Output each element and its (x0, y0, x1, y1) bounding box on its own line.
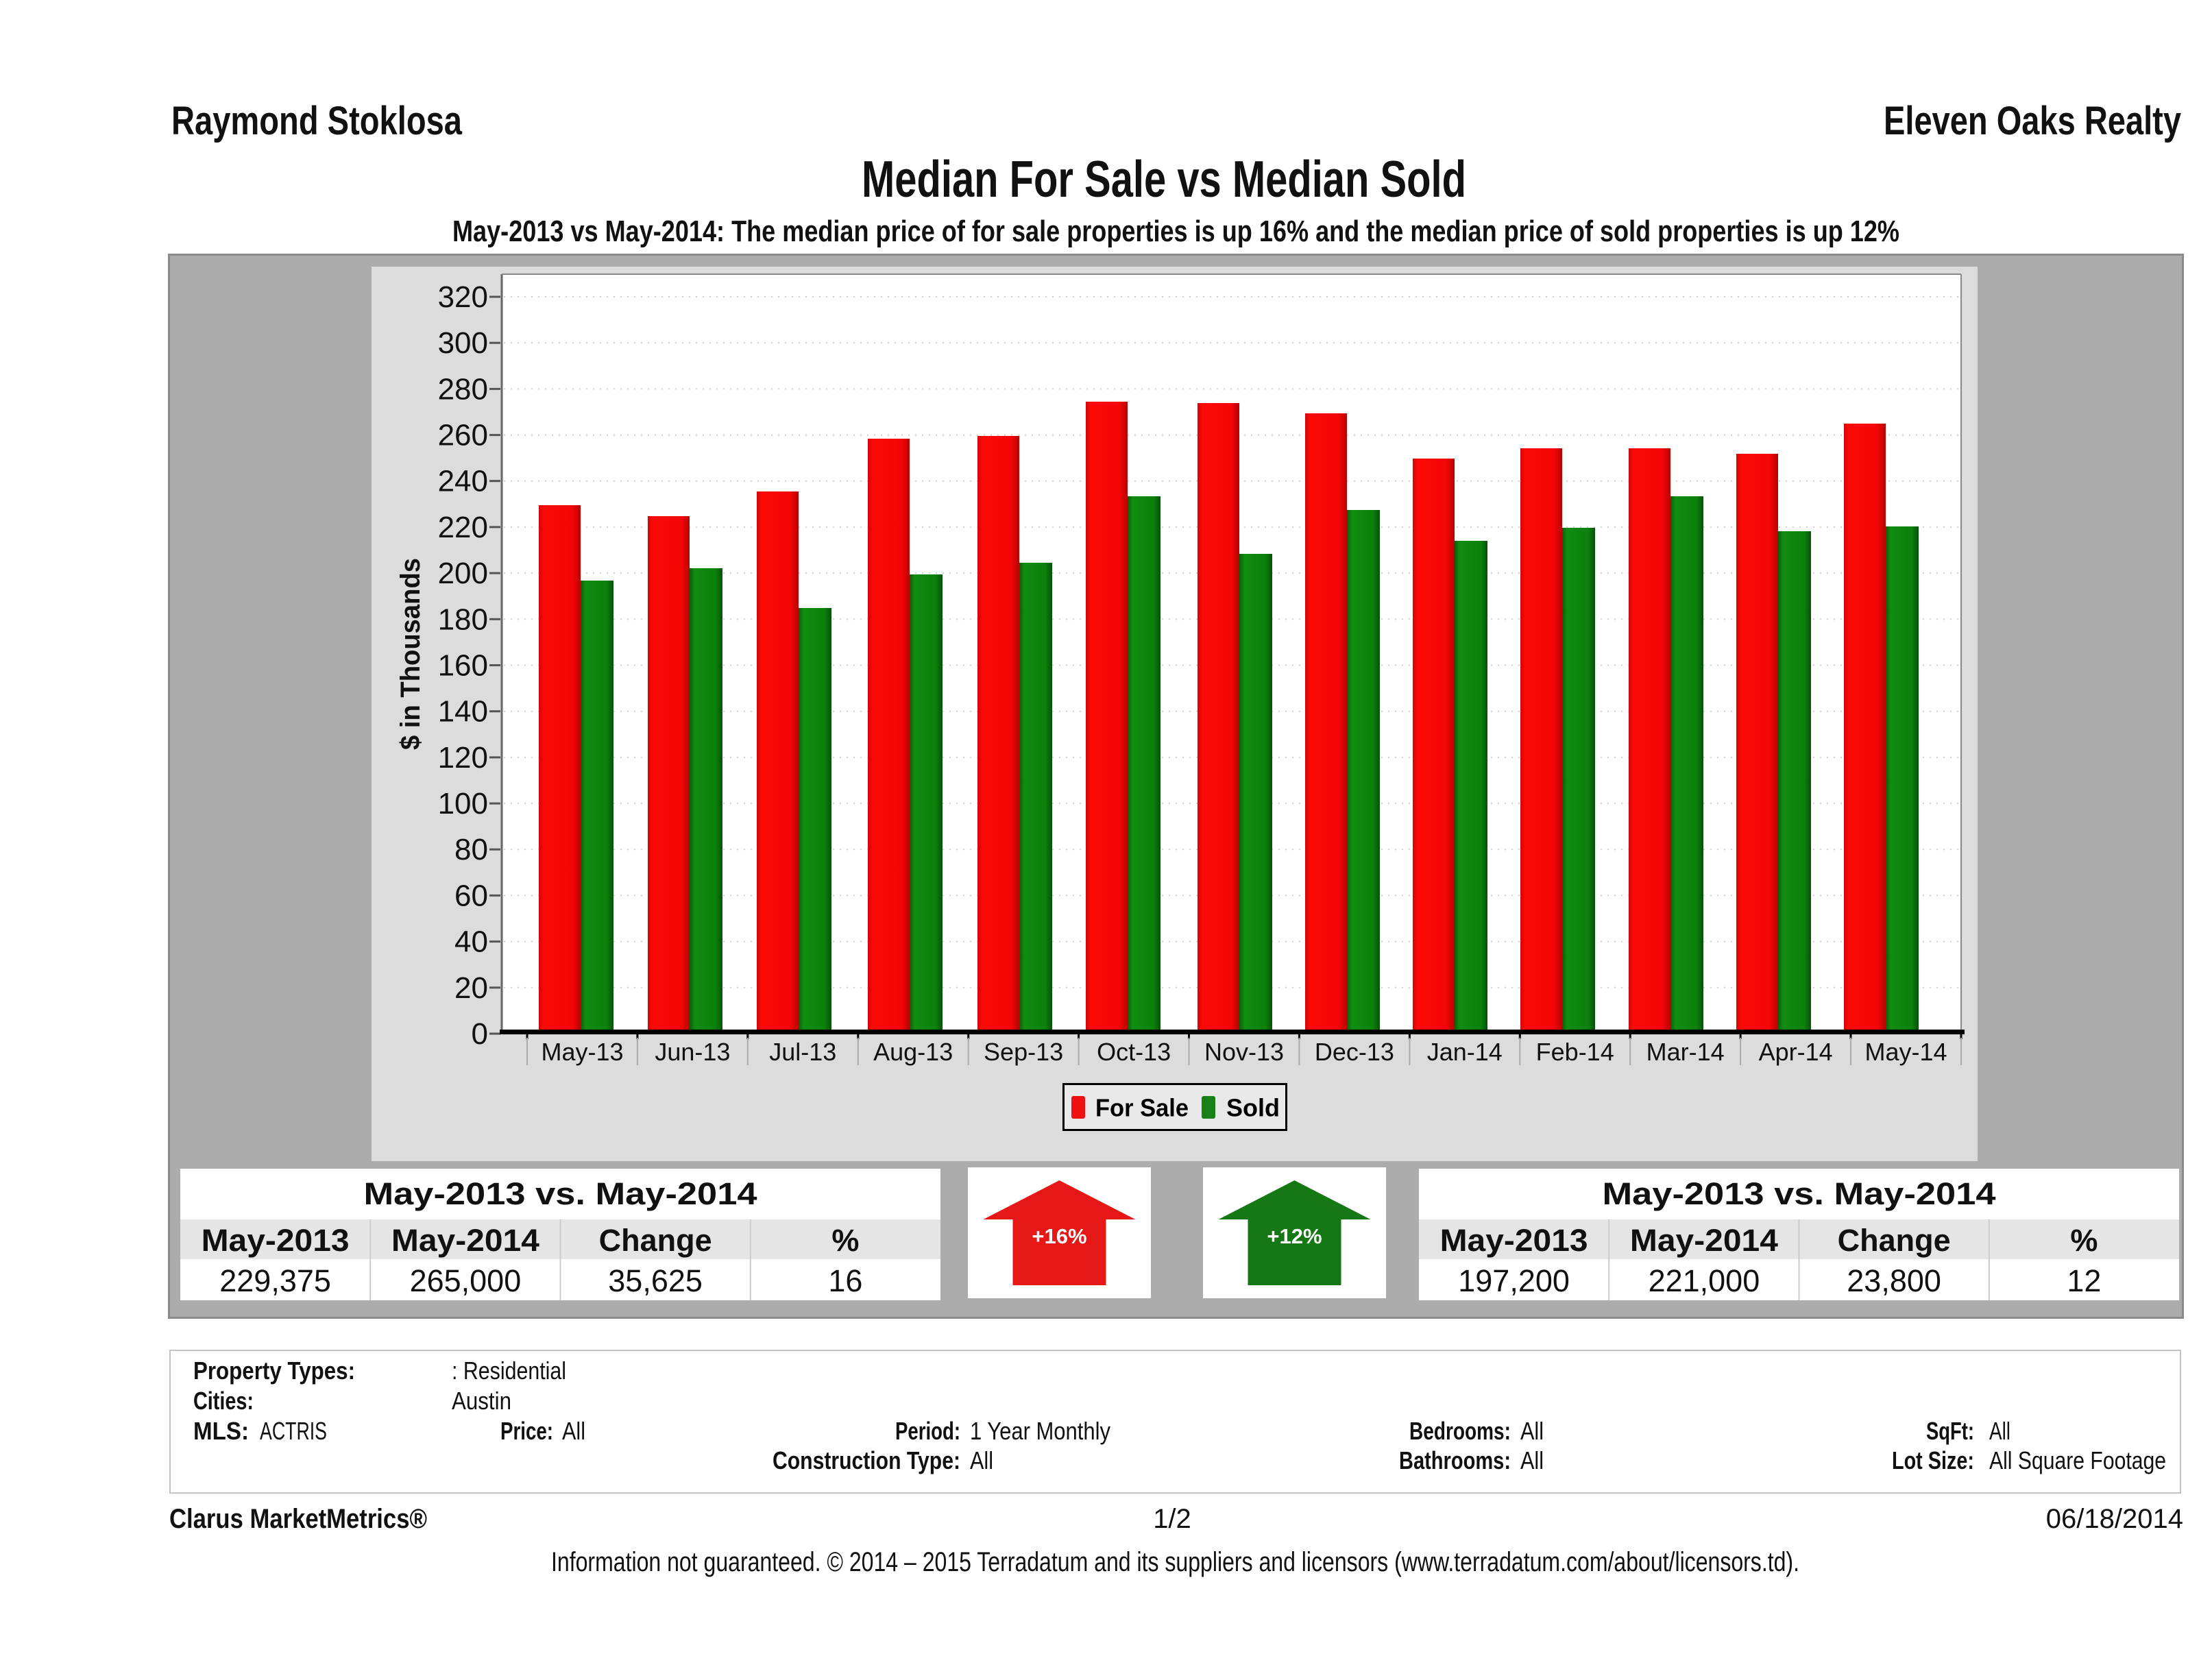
svg-text:May-13: May-13 (541, 1038, 623, 1066)
svg-text:SqFt:: SqFt: (1926, 1417, 1974, 1445)
svg-text:0: 0 (472, 1017, 488, 1051)
svg-text:May-2013 vs May-2014: The medi: May-2013 vs May-2014: The median price o… (452, 215, 1899, 248)
svg-text:300: 300 (438, 326, 488, 360)
svg-text:Sold: Sold (1226, 1094, 1280, 1122)
svg-text:Austin: Austin (452, 1387, 511, 1415)
svg-text:All: All (970, 1446, 993, 1474)
svg-text:Lot Size:: Lot Size: (1892, 1446, 1974, 1474)
svg-text:+16%: +16% (1032, 1224, 1086, 1248)
svg-text:Clarus MarketMetrics®: Clarus MarketMetrics® (169, 1504, 427, 1534)
svg-text:May-2014: May-2014 (391, 1223, 539, 1258)
svg-text:Feb-14: Feb-14 (1536, 1038, 1614, 1066)
svg-text:May-2013 vs. May-2014: May-2013 vs. May-2014 (364, 1176, 757, 1211)
svg-text:All: All (562, 1417, 585, 1445)
svg-text:35,625: 35,625 (608, 1263, 703, 1298)
svg-text:1 Year Monthly: 1 Year Monthly (970, 1417, 1110, 1445)
svg-text:Change: Change (599, 1223, 712, 1258)
svg-text:Construction Type:: Construction Type: (773, 1446, 960, 1474)
svg-text:Change: Change (1838, 1223, 1951, 1258)
svg-text:All: All (1520, 1446, 1544, 1474)
svg-text:%: % (2070, 1223, 2098, 1258)
svg-text:320: 320 (438, 280, 488, 314)
svg-text:For Sale: For Sale (1095, 1094, 1189, 1122)
svg-text:229,375: 229,375 (219, 1263, 331, 1298)
svg-text:All Square Footage: All Square Footage (1989, 1446, 2166, 1474)
svg-text:260: 260 (438, 419, 488, 452)
svg-text:Median For Sale vs Median Sold: Median For Sale vs Median Sold (862, 150, 1466, 208)
svg-text:May-2014: May-2014 (1630, 1223, 1778, 1258)
svg-text:Oct-13: Oct-13 (1097, 1038, 1171, 1066)
svg-text:Bedrooms:: Bedrooms: (1409, 1417, 1511, 1445)
svg-text:140: 140 (438, 695, 488, 729)
svg-text:120: 120 (438, 741, 488, 775)
svg-text:Jun-13: Jun-13 (655, 1038, 730, 1066)
svg-text:20: 20 (454, 971, 488, 1005)
svg-text:200: 200 (438, 557, 488, 590)
svg-text:220: 220 (438, 511, 488, 544)
svg-text:All: All (1520, 1417, 1544, 1445)
svg-text:Information not guaranteed. ©: Information not guaranteed. © 2014 – 201… (551, 1547, 1799, 1577)
svg-text:ACTRIS: ACTRIS (260, 1417, 327, 1445)
svg-text:160: 160 (438, 649, 488, 683)
svg-text:Eleven Oaks Realty: Eleven Oaks Realty (1884, 99, 2181, 143)
svg-text:Property Types:: Property Types: (193, 1357, 355, 1385)
svg-text:12: 12 (2067, 1263, 2101, 1298)
svg-text:197,200: 197,200 (1458, 1263, 1570, 1298)
svg-text:16: 16 (828, 1263, 862, 1298)
svg-text:Nov-13: Nov-13 (1204, 1038, 1284, 1066)
svg-text:280: 280 (438, 372, 488, 406)
svg-text:Apr-14: Apr-14 (1759, 1038, 1833, 1066)
svg-text:1/2: 1/2 (1153, 1504, 1191, 1534)
svg-text:06/18/2014: 06/18/2014 (2046, 1504, 2183, 1534)
svg-text:180: 180 (438, 603, 488, 636)
svg-text:23,800: 23,800 (1847, 1263, 1941, 1298)
svg-text:Jul-13: Jul-13 (769, 1038, 836, 1066)
svg-text:Dec-13: Dec-13 (1315, 1038, 1394, 1066)
svg-text:80: 80 (454, 833, 488, 866)
svg-text:All: All (1989, 1417, 2010, 1445)
svg-text:+12%: +12% (1267, 1224, 1322, 1248)
svg-text:60: 60 (454, 879, 488, 912)
svg-text:Mar-14: Mar-14 (1646, 1038, 1725, 1066)
svg-text:May-2013 vs. May-2014: May-2013 vs. May-2014 (1603, 1176, 1996, 1211)
svg-text:MLS:: MLS: (193, 1417, 249, 1445)
svg-text:40: 40 (454, 925, 488, 959)
svg-text:100: 100 (438, 787, 488, 820)
svg-text:May-2013: May-2013 (1440, 1223, 1588, 1258)
svg-text:221,000: 221,000 (1649, 1263, 1760, 1298)
svg-text:Jan-14: Jan-14 (1427, 1038, 1503, 1066)
svg-text:Aug-13: Aug-13 (873, 1038, 953, 1066)
svg-text:240: 240 (438, 465, 488, 498)
svg-text:Cities:: Cities: (193, 1387, 254, 1415)
svg-text:Bathrooms:: Bathrooms: (1399, 1446, 1511, 1474)
svg-text:May-14: May-14 (1864, 1038, 1947, 1066)
svg-text:Raymond Stoklosa: Raymond Stoklosa (171, 99, 463, 143)
svg-text:$ in Thousands: $ in Thousands (396, 558, 426, 750)
svg-text:May-2013: May-2013 (202, 1223, 350, 1258)
svg-text:Price:: Price: (500, 1417, 553, 1445)
svg-text:: Residential: : Residential (452, 1357, 566, 1385)
svg-text:%: % (831, 1223, 859, 1258)
svg-text:Period:: Period: (895, 1417, 960, 1445)
svg-text:265,000: 265,000 (410, 1263, 522, 1298)
svg-text:Sep-13: Sep-13 (984, 1038, 1063, 1066)
